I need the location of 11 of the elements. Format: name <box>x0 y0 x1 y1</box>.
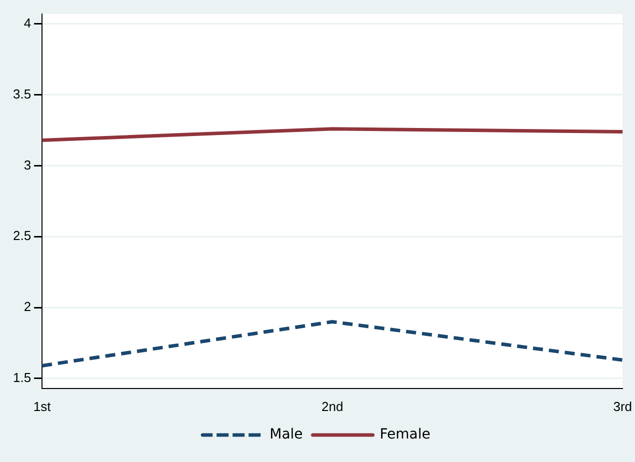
y-tick-label: 3.5 <box>12 86 32 102</box>
y-tick-label: 2.5 <box>12 228 32 244</box>
y-tick-label: 3 <box>24 157 32 172</box>
x-tick-label: 1st <box>33 398 52 414</box>
x-tick-label: 3rd <box>613 398 632 414</box>
legend-label: Female <box>380 426 430 443</box>
legend-label: Male <box>270 426 303 443</box>
y-tick-label: 4 <box>24 16 32 31</box>
y-tick-label: 1.5 <box>12 370 32 386</box>
y-tick-label: 2 <box>24 299 32 314</box>
x-tick-label: 2nd <box>321 398 344 414</box>
